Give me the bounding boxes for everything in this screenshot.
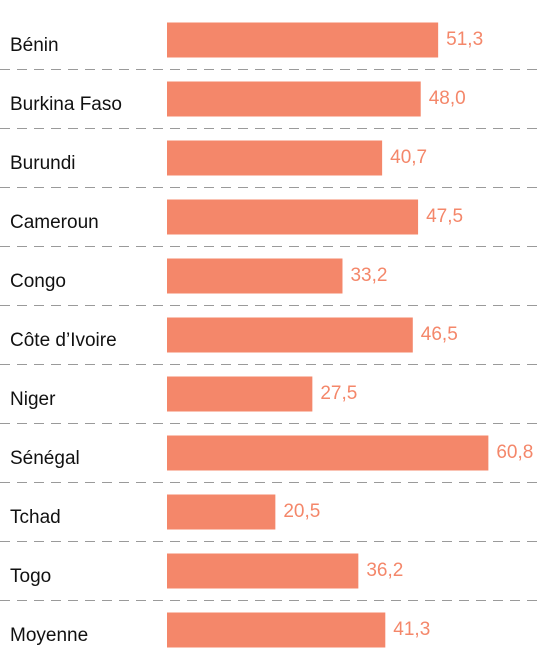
bar [167, 494, 276, 530]
bar [167, 22, 439, 58]
category-label: Niger [10, 389, 56, 410]
category-label: Moyenne [10, 625, 88, 646]
value-label: 40,7 [390, 147, 427, 168]
value-label: 46,5 [421, 324, 458, 345]
value-label: 20,5 [283, 501, 320, 522]
value-label: 51,3 [446, 29, 483, 50]
value-label: 27,5 [320, 383, 357, 404]
bar [167, 199, 419, 235]
category-label: Congo [10, 271, 66, 292]
value-label: 36,2 [366, 560, 403, 581]
value-label: 41,3 [393, 619, 430, 640]
bar [167, 258, 343, 294]
category-label: Burkina Faso [10, 94, 122, 115]
value-label: 33,2 [350, 265, 387, 286]
category-label: Sénégal [10, 448, 80, 469]
bar [167, 140, 383, 176]
bar [167, 376, 313, 412]
category-label: Bénin [10, 35, 59, 56]
bar [167, 553, 359, 589]
category-label: Cameroun [10, 212, 99, 233]
category-label: Côte d’Ivoire [10, 330, 117, 351]
bar [167, 81, 421, 117]
value-label: 60,8 [496, 442, 533, 463]
value-label: 48,0 [429, 88, 466, 109]
bar [167, 435, 489, 471]
category-label: Togo [10, 566, 51, 587]
category-label: Burundi [10, 153, 76, 174]
bar [167, 317, 413, 353]
bar [167, 612, 386, 648]
value-label: 47,5 [426, 206, 463, 227]
category-label: Tchad [10, 507, 61, 528]
